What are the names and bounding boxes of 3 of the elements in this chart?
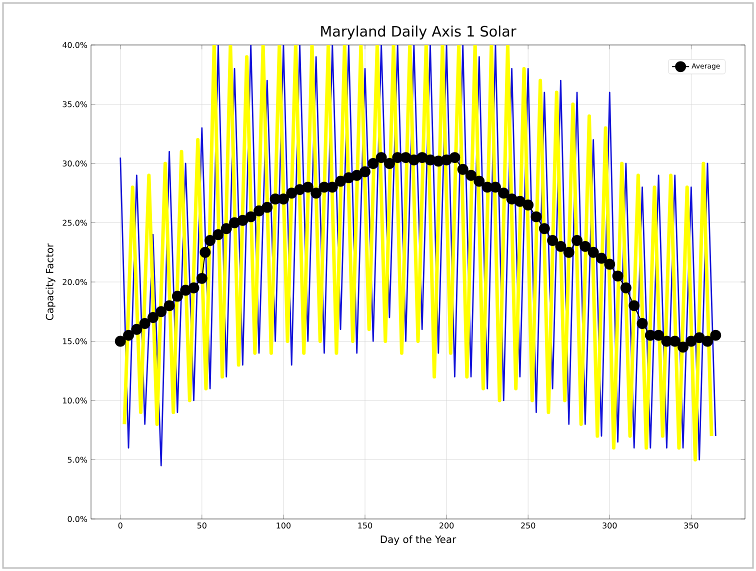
x-axis-title: Day of the Year	[380, 535, 456, 546]
y-axis-title: Capacity Factor	[46, 243, 56, 320]
chart-title: Maryland Daily Axis 1 Solar	[321, 26, 516, 40]
